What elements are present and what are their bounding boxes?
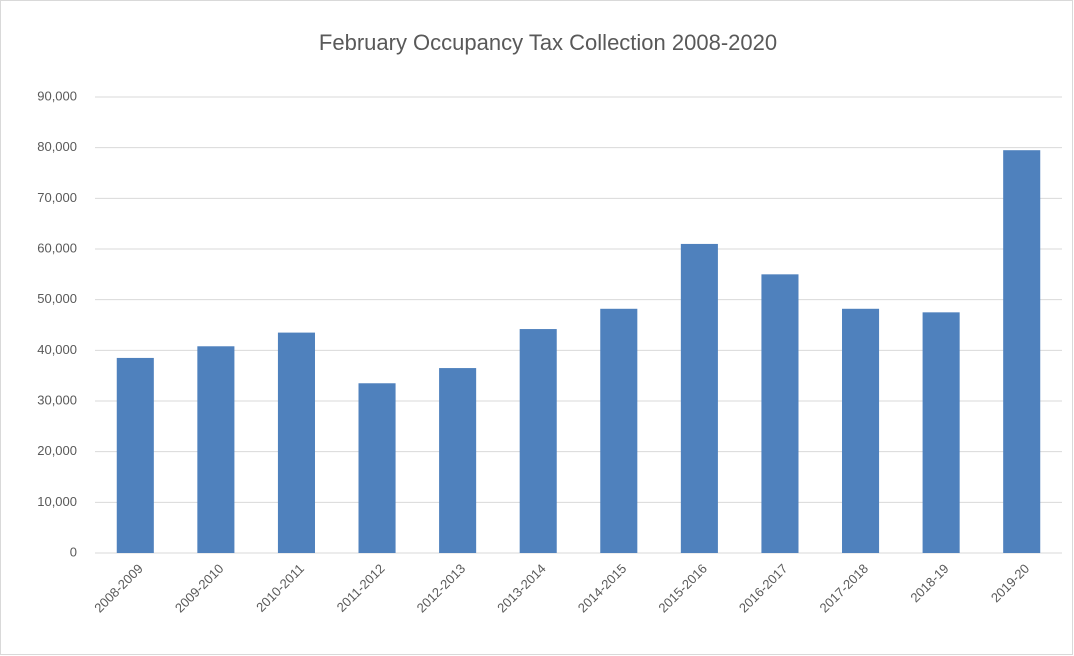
y-tick-label: 30,000 <box>37 392 77 407</box>
bar <box>116 357 154 553</box>
y-tick-label: 60,000 <box>37 240 77 255</box>
bar <box>197 346 235 553</box>
bar <box>922 312 960 553</box>
bar <box>842 308 880 553</box>
bar <box>519 329 557 553</box>
bar <box>761 274 799 553</box>
bar <box>600 308 638 553</box>
y-tick-label: 10,000 <box>37 494 77 509</box>
bar <box>1003 150 1041 553</box>
bar <box>680 243 718 553</box>
y-tick-label: 40,000 <box>37 342 77 357</box>
y-tick-label: 90,000 <box>37 88 77 103</box>
y-tick-label: 0 <box>70 544 77 559</box>
bar <box>358 383 396 553</box>
chart-title: February Occupancy Tax Collection 2008-2… <box>319 30 777 55</box>
bar <box>277 332 315 553</box>
bar <box>439 368 477 553</box>
y-tick-label: 70,000 <box>37 190 77 205</box>
y-tick-label: 80,000 <box>37 139 77 154</box>
y-tick-label: 50,000 <box>37 291 77 306</box>
y-tick-label: 20,000 <box>37 443 77 458</box>
